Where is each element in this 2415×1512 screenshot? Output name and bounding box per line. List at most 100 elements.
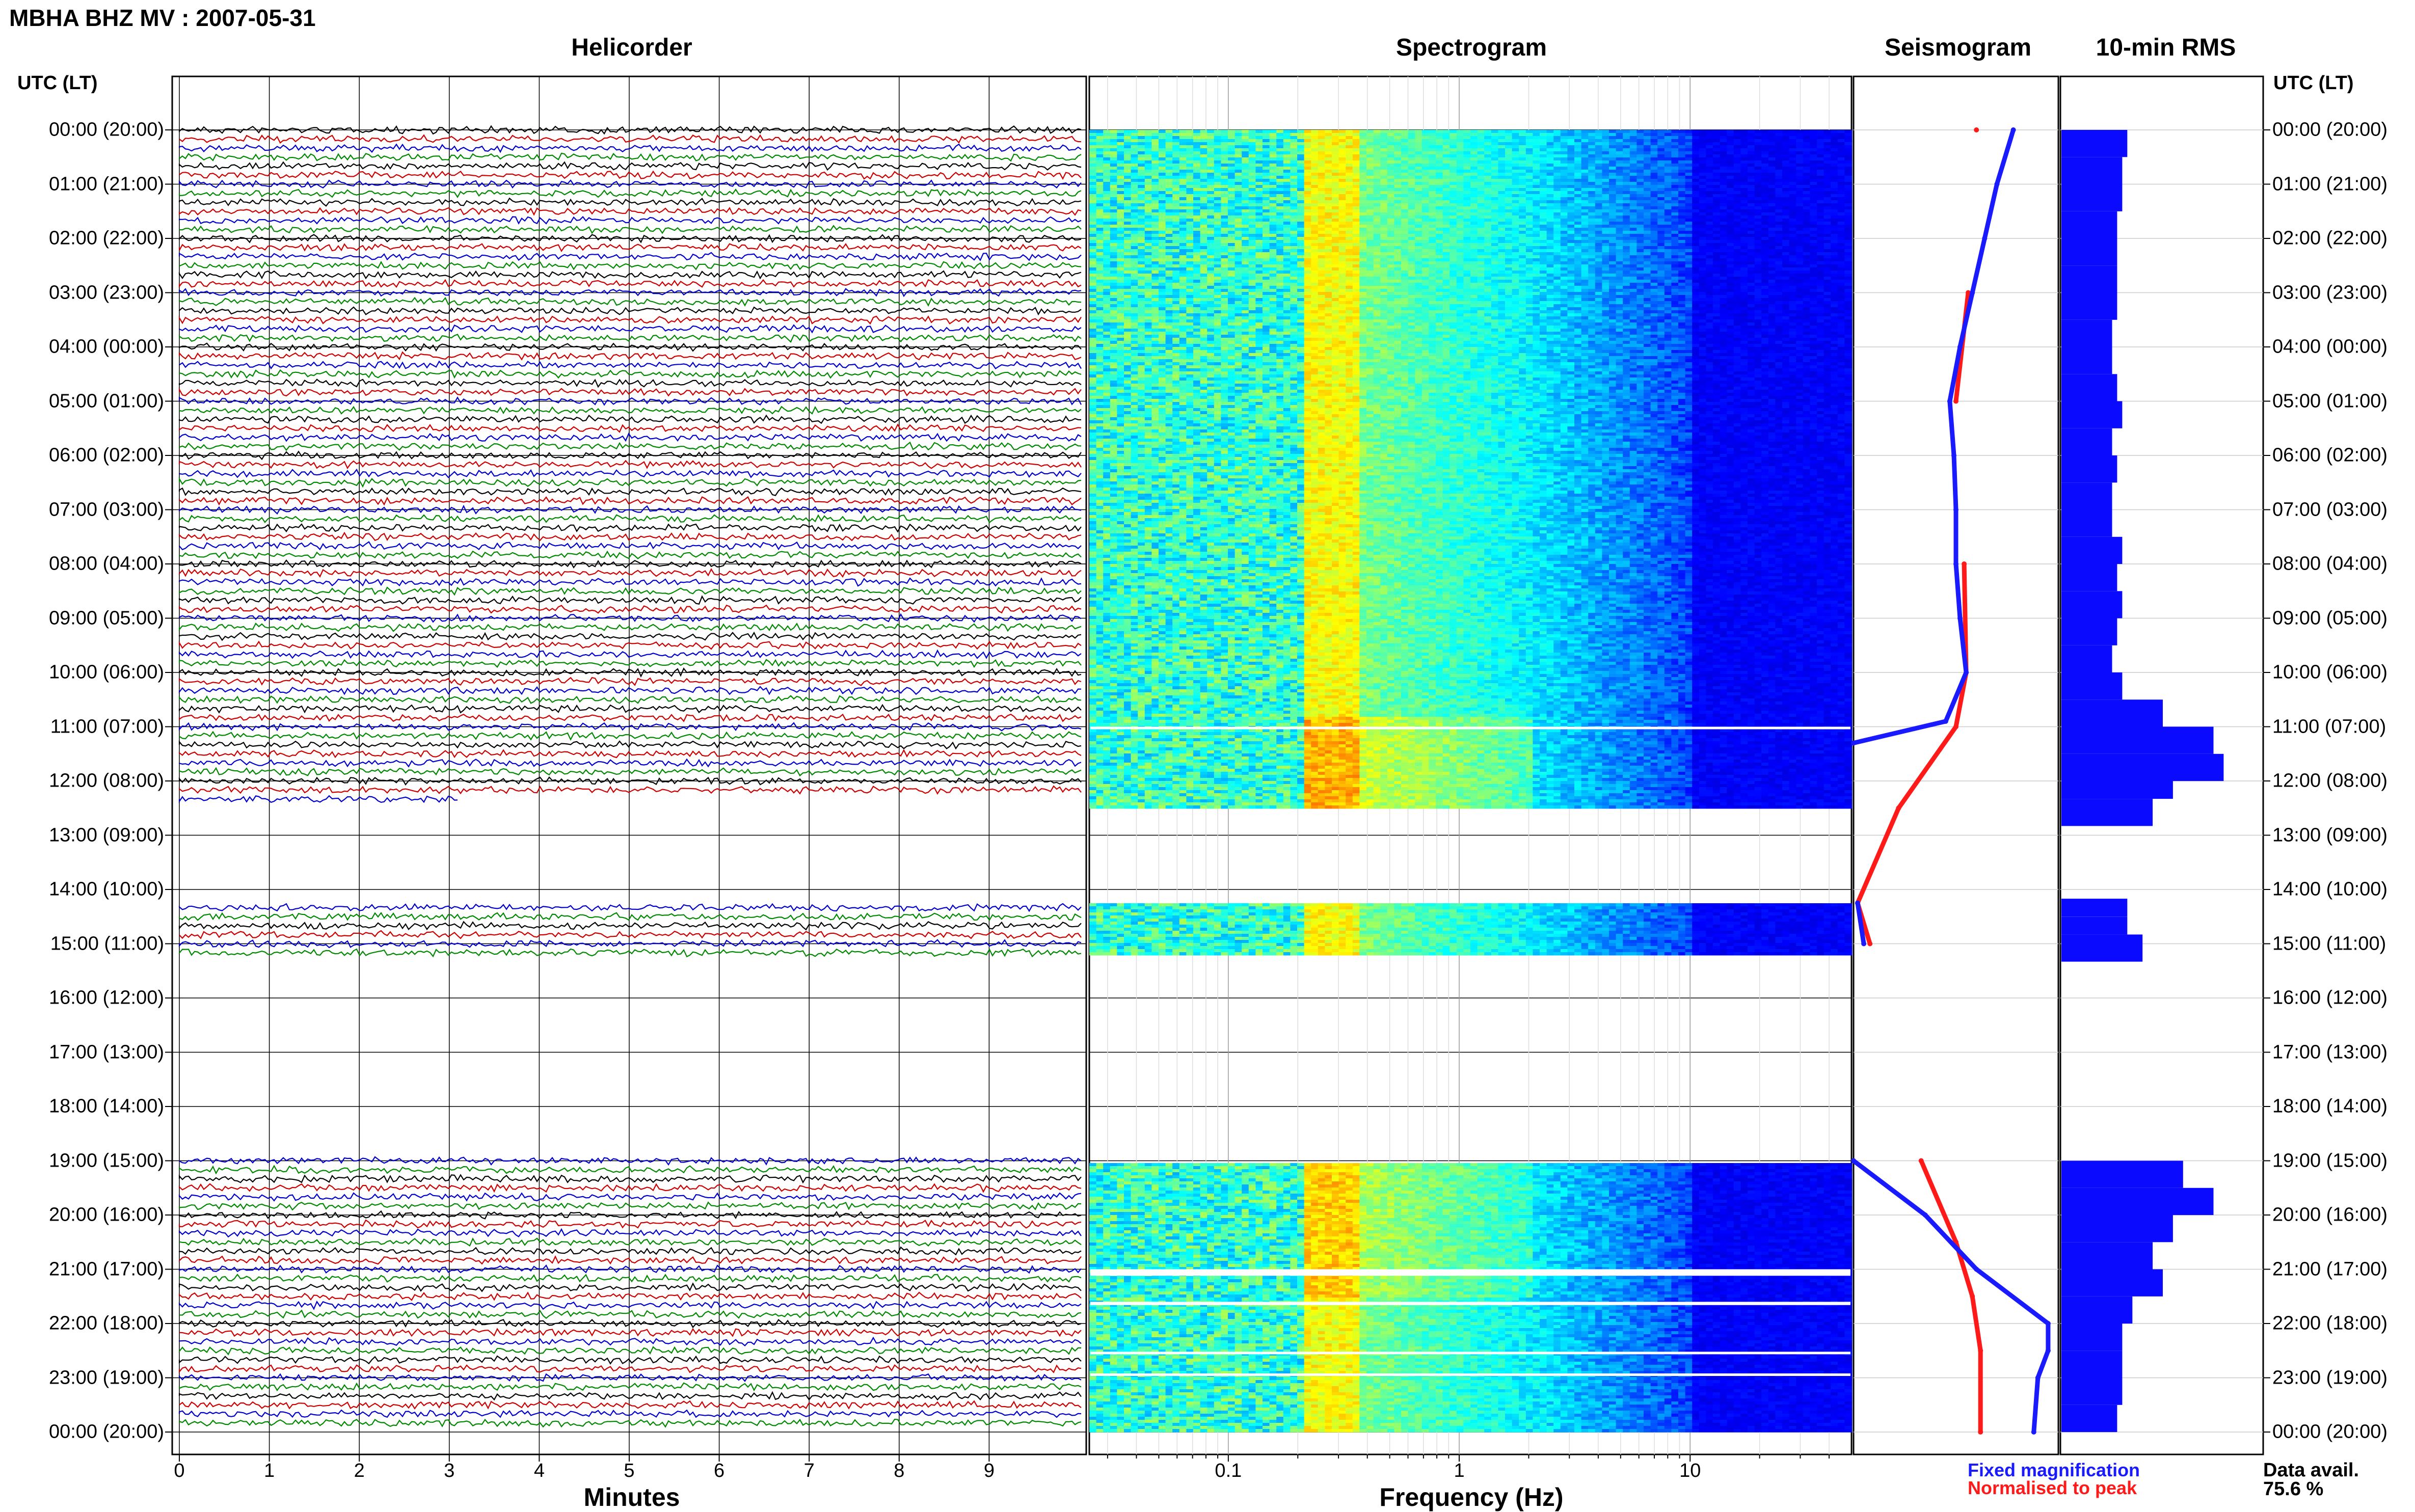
spectrogram-cell — [1193, 206, 1201, 210]
spectrogram-cell — [1657, 130, 1665, 133]
spectrogram-cell — [1644, 231, 1651, 234]
spectrogram-cell — [1332, 148, 1339, 152]
spectrogram-cell — [1200, 215, 1208, 219]
spectrogram-cell — [1755, 151, 1762, 155]
spectrogram-cell — [1595, 219, 1603, 222]
spectrogram-cell — [1394, 219, 1402, 222]
spectrogram-cell — [1138, 194, 1145, 198]
spectrogram-cell — [1131, 176, 1139, 179]
spectrogram-cell — [1297, 243, 1305, 247]
helicorder-trace — [179, 1356, 1081, 1364]
spectrogram-cell — [1789, 206, 1797, 210]
spectrogram-cell — [1789, 176, 1797, 179]
spectrogram-cell — [1831, 167, 1838, 170]
spectrogram-cell — [1796, 249, 1804, 253]
spectrogram-cell — [1810, 170, 1817, 173]
spectrogram-cell — [1692, 151, 1700, 155]
spectrogram-cell — [1470, 228, 1478, 231]
spectrogram-cell — [1838, 246, 1845, 250]
spectrogram-cell — [1207, 237, 1215, 240]
spectrogram-cell — [1685, 222, 1693, 225]
spectrogram-cell — [1228, 164, 1236, 167]
spectrogram-cell — [1380, 203, 1388, 207]
spectrogram-cell — [1408, 222, 1416, 225]
spectrogram-cell — [1803, 160, 1811, 164]
spectrogram-cell — [1651, 179, 1658, 182]
spectrogram-cell — [1276, 154, 1284, 158]
spectrogram-cell — [1311, 240, 1319, 244]
spectrogram-cell — [1387, 228, 1395, 231]
spectrogram-cell — [1512, 170, 1520, 173]
spectrogram-cell — [1775, 160, 1783, 164]
spectrogram-cell — [1636, 219, 1644, 222]
spectrogram-cell — [1124, 151, 1132, 155]
chart-canvas — [0, 0, 2415, 1509]
spectrogram-cell — [1186, 212, 1194, 216]
spectrogram-cell — [1401, 173, 1409, 176]
spectrogram-cell — [1748, 167, 1755, 170]
spectrogram-cell — [1775, 151, 1783, 155]
spectrogram-cell — [1463, 185, 1471, 188]
spectrogram-cell — [1678, 203, 1686, 207]
spectrogram-cell — [1214, 240, 1222, 244]
spectrogram-cell — [1172, 209, 1180, 213]
spectrogram-cell — [1775, 164, 1783, 167]
spectrogram-cell — [1540, 215, 1547, 219]
spectrogram-cell — [1443, 234, 1451, 237]
spectrogram-cell — [1553, 228, 1561, 231]
spectrogram-cell — [1124, 167, 1132, 170]
spectrogram-cell — [1491, 136, 1499, 140]
spectrogram-cell — [1478, 194, 1485, 198]
spectrogram-cell — [1574, 173, 1582, 176]
spectrogram-cell — [1533, 145, 1540, 149]
spectrogram-cell — [1401, 133, 1409, 137]
spectrogram-cell — [1678, 188, 1686, 192]
spectrogram-cell — [1103, 160, 1111, 164]
spectrogram-cell — [1810, 243, 1817, 247]
spectrogram-cell — [1359, 203, 1367, 207]
spectrogram-cell — [1630, 151, 1638, 155]
spectrogram-cell — [1803, 136, 1811, 140]
spectrogram-cell — [1200, 182, 1208, 185]
spectrogram-cell — [1283, 133, 1291, 137]
spectrogram-cell — [1332, 197, 1339, 201]
spectrogram-cell — [1581, 243, 1589, 247]
spectrogram-cell — [1443, 157, 1451, 161]
spectrogram-cell — [1346, 234, 1353, 237]
spectrogram-cell — [1131, 179, 1139, 182]
spectrogram-cell — [1457, 179, 1464, 182]
spectrogram-cell — [1290, 167, 1298, 170]
spectrogram-cell — [1512, 231, 1520, 234]
spectrogram-cell — [1699, 243, 1707, 247]
helicorder-trace — [179, 633, 1081, 640]
spectrogram-cell — [1415, 203, 1423, 207]
spectrogram-cell — [1692, 136, 1700, 140]
spectrogram-cell — [1214, 252, 1222, 256]
spectrogram-cell — [1124, 203, 1132, 207]
spectrogram-cell — [1623, 194, 1630, 198]
spectrogram-cell — [1207, 231, 1215, 234]
spectrogram-cell — [1671, 160, 1679, 164]
spectrogram-cell — [1505, 240, 1513, 244]
spectrogram-cell — [1540, 139, 1547, 143]
spectrogram-cell — [1616, 191, 1624, 195]
spectrogram-cell — [1505, 234, 1513, 237]
spectrogram-cell — [1685, 215, 1693, 219]
spectrogram-cell — [1512, 130, 1520, 133]
spectrogram-cell — [1228, 170, 1236, 173]
spectrogram-cell — [1519, 234, 1526, 237]
spectrogram-cell — [1172, 133, 1180, 137]
spectrogram-cell — [1408, 231, 1416, 234]
spectrogram-cell — [1103, 130, 1111, 133]
spectrogram-cell — [1380, 173, 1388, 176]
spectrogram-cell — [1567, 151, 1575, 155]
spectrogram-cell — [1665, 228, 1672, 231]
spectrogram-cell — [1470, 197, 1478, 201]
spectrogram-cell — [1491, 160, 1499, 164]
spectrogram-cell — [1089, 173, 1097, 176]
spectrogram-cell — [1491, 246, 1499, 250]
spectrogram-cell — [1588, 157, 1596, 161]
spectrogram-cell — [1145, 237, 1152, 240]
spectrogram-cell — [1768, 145, 1776, 149]
spectrogram-cell — [1276, 139, 1284, 143]
